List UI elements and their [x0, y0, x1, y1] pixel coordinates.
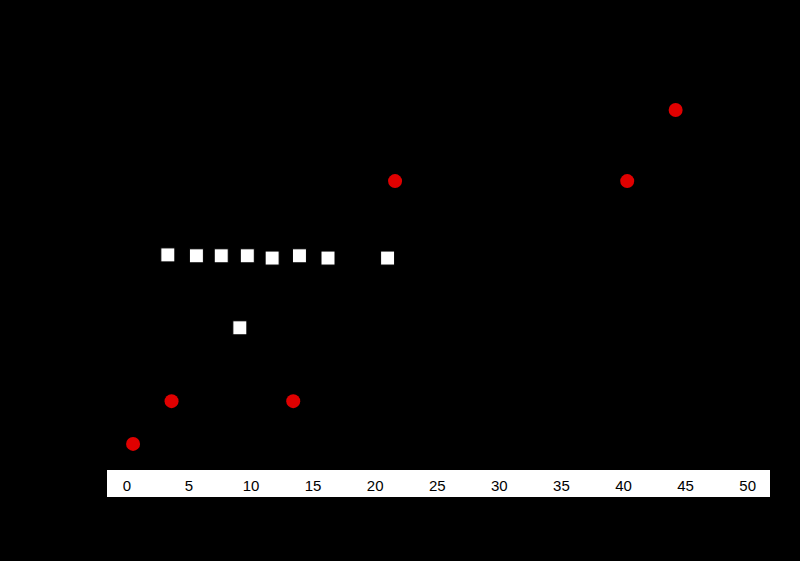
point — [265, 251, 279, 265]
x-tick — [499, 470, 500, 472]
point — [126, 437, 140, 451]
x-tick-label: 50 — [739, 477, 756, 494]
chart: 0 5 10 15 20 25 30 35 40 45 50 — [0, 0, 800, 561]
point — [292, 249, 306, 263]
x-tick-label: 30 — [491, 477, 508, 494]
x-tick-label: 20 — [367, 477, 384, 494]
x-tick — [126, 470, 127, 472]
point — [669, 103, 683, 117]
point — [381, 251, 395, 265]
point — [214, 249, 228, 263]
point — [286, 394, 300, 408]
point — [620, 174, 634, 188]
x-tick-label: 5 — [185, 477, 193, 494]
x-tick-label: 10 — [243, 477, 260, 494]
point — [165, 394, 179, 408]
x-tick — [251, 470, 252, 472]
x-tick — [313, 470, 314, 472]
x-tick — [685, 470, 686, 472]
point — [321, 251, 335, 265]
point — [189, 249, 203, 263]
point — [388, 174, 402, 188]
x-tick-label: 40 — [615, 477, 632, 494]
point — [233, 321, 247, 335]
x-tick — [437, 470, 438, 472]
point — [161, 248, 175, 262]
x-tick-label: 0 — [123, 477, 131, 494]
x-tick — [623, 470, 624, 472]
x-axis — [107, 470, 770, 497]
plot-area — [126, 103, 683, 451]
background — [0, 0, 800, 561]
x-tick-label: 15 — [305, 477, 322, 494]
x-tick-label: 45 — [677, 477, 694, 494]
x-tick-label: 35 — [553, 477, 570, 494]
point — [240, 249, 254, 263]
x-tick — [188, 470, 189, 472]
x-tick-label: 25 — [429, 477, 446, 494]
x-tick — [747, 470, 748, 472]
x-tick — [375, 470, 376, 472]
x-tick — [561, 470, 562, 472]
